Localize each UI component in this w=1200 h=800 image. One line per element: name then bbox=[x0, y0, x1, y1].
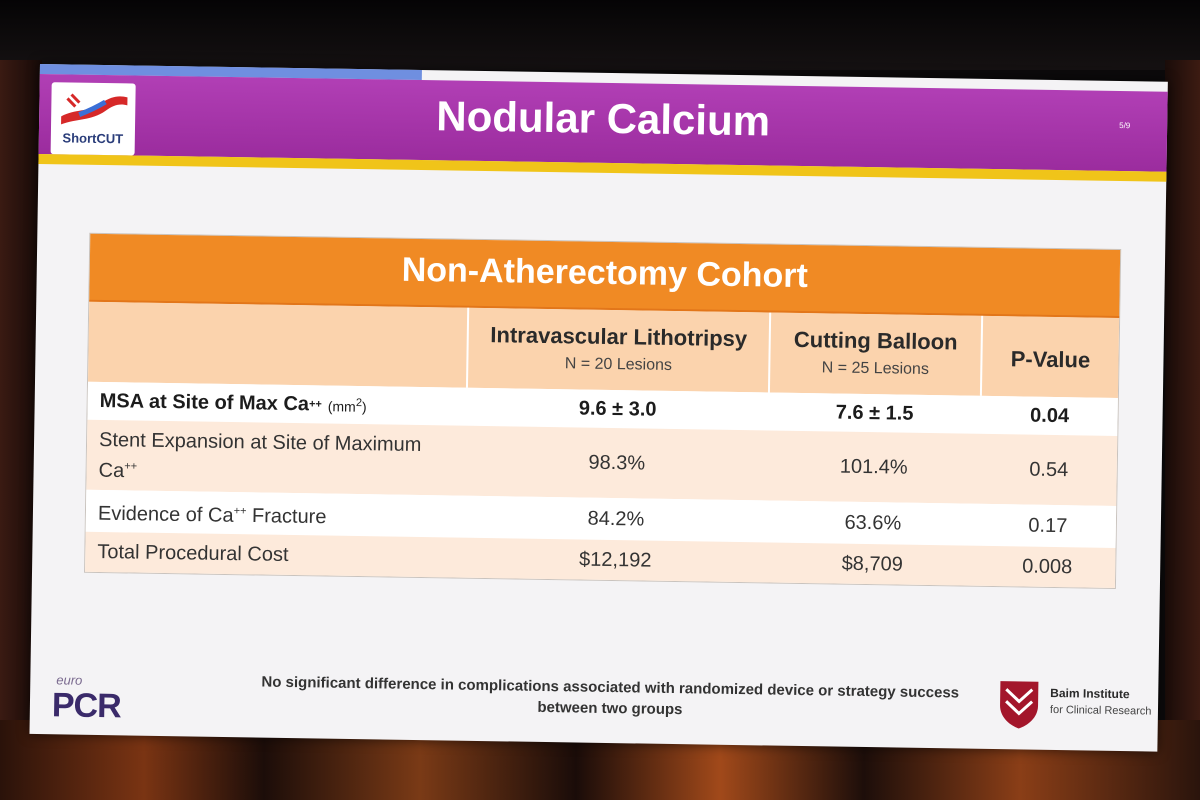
p-value: 0.17 bbox=[1028, 514, 1068, 537]
europcr-logo-pcr: PCR bbox=[51, 686, 122, 726]
column-header-p-value: P-Value bbox=[982, 316, 1119, 398]
ivl-value: 84.2% bbox=[587, 507, 645, 531]
row-label: Stent Expansion at Site of Maximum Ca++ bbox=[98, 428, 422, 482]
cohort-title: Non-Atherectomy Cohort bbox=[401, 250, 809, 296]
slide-title: Nodular Calcium bbox=[435, 92, 771, 145]
room-background-right bbox=[1165, 60, 1200, 740]
artery-icon bbox=[61, 93, 128, 125]
column-subtitle: N = 20 Lesions bbox=[564, 355, 673, 374]
row-label: Total Procedural Cost bbox=[97, 540, 289, 566]
slide-number: 5/9 bbox=[1119, 120, 1131, 131]
column-name: P-Value bbox=[1010, 346, 1091, 373]
projection-screen: ShortCUT Nodular Calcium 5/9 Non-Atherec… bbox=[29, 64, 1168, 752]
institute-name: Baim Institute bbox=[1050, 685, 1130, 702]
baim-shield-icon bbox=[1000, 681, 1039, 729]
column-name: Intravascular Lithotripsy bbox=[490, 322, 748, 352]
cutting-balloon-value: 63.6% bbox=[844, 511, 902, 535]
slide-header: ShortCUT Nodular Calcium 5/9 bbox=[38, 73, 1168, 172]
cutting-balloon-value: $8,709 bbox=[841, 552, 904, 576]
ivl-value: 98.3% bbox=[588, 451, 646, 475]
unit-label: (mm2) bbox=[327, 397, 367, 415]
column-name: Cutting Balloon bbox=[793, 326, 958, 355]
row-label: Evidence of Ca++ Fracture bbox=[97, 502, 327, 528]
ivl-value: 9.6 ± 3.0 bbox=[578, 397, 657, 421]
footer-note: No significant difference in complicatio… bbox=[261, 673, 960, 719]
cutting-balloon-value: 7.6 ± 1.5 bbox=[835, 401, 914, 425]
column-header-cutting-balloon: Cutting Balloon N = 25 Lesions bbox=[770, 313, 981, 396]
shortcut-logo: ShortCUT bbox=[50, 82, 136, 156]
p-value: 0.04 bbox=[1029, 404, 1070, 427]
row-label: MSA at Site of Max Ca ++ (mm2) bbox=[99, 382, 460, 426]
institute-subtitle: for Clinical Research bbox=[1049, 703, 1152, 718]
ivl-value: $12,192 bbox=[578, 548, 652, 572]
results-table: Non-Atherectomy Cohort Intravascular Lit… bbox=[84, 232, 1122, 589]
column-subtitle: N = 25 Lesions bbox=[821, 359, 930, 378]
p-value: 0.54 bbox=[1029, 458, 1069, 481]
room-background-top bbox=[0, 0, 1200, 70]
p-value: 0.008 bbox=[1022, 554, 1073, 578]
column-header-ivl: Intravascular Lithotripsy N = 20 Lesions bbox=[468, 308, 769, 393]
cutting-balloon-value: 101.4% bbox=[839, 455, 908, 479]
